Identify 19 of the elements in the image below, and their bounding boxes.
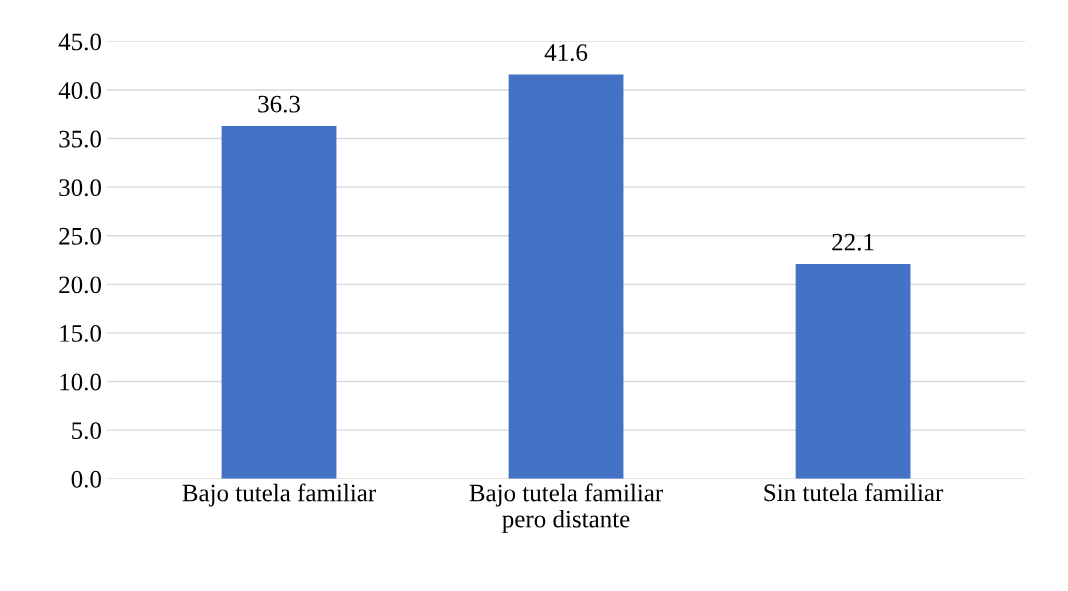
data-label: 22.1 xyxy=(832,233,874,251)
bar xyxy=(508,74,624,479)
y-tick-label: 25.0 xyxy=(59,227,101,245)
x-tick-label: Sin tutela familiar xyxy=(764,483,944,502)
x-tick-label: Bajo tutela familiar xyxy=(182,483,376,507)
y-tick-label: 30.0 xyxy=(59,179,101,197)
x-tick-label: Bajo tutela familiar pero distante xyxy=(469,483,664,533)
data-label: 36.3 xyxy=(258,95,300,113)
bar xyxy=(795,263,911,479)
bar xyxy=(221,125,337,479)
y-tick-label: 40.0 xyxy=(58,82,101,99)
y-tick-label: 20.0 xyxy=(59,276,101,294)
y-tick-label: 45.0 xyxy=(58,33,101,51)
y-tick-label: 15.0 xyxy=(60,324,101,342)
y-tick-label: 0.0 xyxy=(71,470,101,488)
y-tick-label: 5.0 xyxy=(72,422,101,440)
y-tick-label: 35.0 xyxy=(59,130,101,148)
data-label: 41.6 xyxy=(544,44,588,62)
y-tick-label: 10.0 xyxy=(60,373,101,391)
